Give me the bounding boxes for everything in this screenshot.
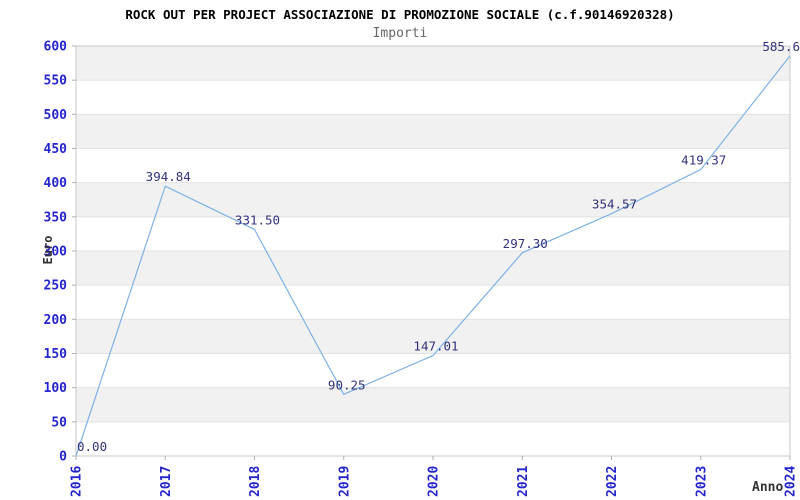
data-point-label: 585.6	[762, 39, 800, 54]
y-tick-label: 0	[59, 450, 67, 465]
y-tick-label: 350	[44, 210, 68, 225]
x-tick-label: 2021	[516, 466, 531, 497]
data-point-label: 354.57	[592, 197, 637, 212]
y-tick-label: 550	[44, 74, 68, 89]
data-point-label: 419.37	[681, 152, 726, 167]
plot-band	[76, 387, 790, 422]
x-tick-label: 2024	[784, 466, 799, 497]
y-tick-label: 300	[44, 245, 68, 260]
y-tick-label: 250	[44, 279, 68, 294]
y-tick-label: 400	[44, 176, 68, 191]
y-tick-label: 100	[44, 381, 68, 396]
data-point-label: 297.30	[503, 236, 548, 251]
plot-band	[76, 114, 790, 149]
x-tick-label: 2023	[694, 466, 709, 497]
x-tick-label: 2017	[159, 466, 174, 497]
plot-band	[76, 319, 790, 354]
data-point-label: 147.01	[413, 339, 458, 354]
data-point-label: 0.00	[77, 439, 107, 454]
x-tick-label: 2018	[248, 466, 263, 497]
data-point-label: 331.50	[235, 212, 280, 227]
x-axis-title: Anno	[752, 480, 784, 495]
y-tick-label: 50	[51, 415, 67, 430]
x-tick-label: 2020	[427, 466, 442, 497]
data-line	[75, 55, 791, 457]
y-tick-label: 150	[44, 347, 68, 362]
chart-subtitle: Importi	[372, 26, 428, 41]
y-tick-label: 500	[44, 108, 68, 123]
plot-band	[76, 46, 790, 81]
x-tick-label: 2019	[337, 466, 352, 497]
y-tick-label: 450	[44, 142, 68, 157]
chart-title: ROCK OUT PER PROJECT ASSOCIAZIONE DI PRO…	[125, 7, 675, 22]
plot-band	[76, 251, 790, 286]
y-axis-title: Euro	[41, 235, 55, 265]
data-point-label: 394.84	[146, 169, 191, 184]
y-tick-label: 600	[44, 40, 68, 55]
data-point-label: 90.25	[328, 377, 366, 392]
x-tick-label: 2022	[605, 466, 620, 497]
x-tick-label: 2016	[70, 466, 85, 497]
y-tick-label: 200	[44, 313, 68, 328]
plot-band	[76, 182, 790, 217]
